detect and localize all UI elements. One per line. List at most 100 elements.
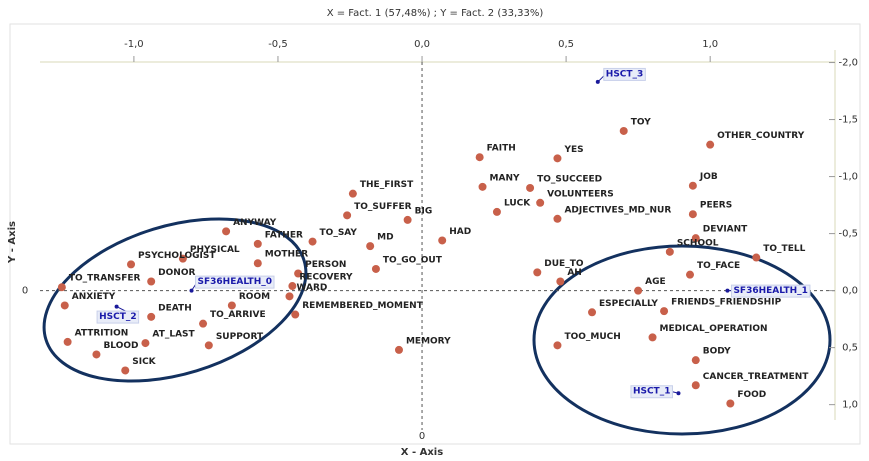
point-label: FATHER [265, 230, 303, 240]
point [536, 198, 545, 207]
x-tick-label: -0,5 [268, 39, 288, 50]
x-tick-label: -1,0 [124, 39, 144, 50]
point-label: THE_FIRST [360, 180, 414, 190]
point-label: TO_GO_OUT [383, 255, 443, 265]
point-label: AH [567, 268, 582, 278]
point [691, 381, 700, 390]
point-label: BLOOD [103, 341, 138, 351]
point-label: REMEMBERED_MOMENT [302, 301, 423, 311]
point-label: VOLUNTEERS [547, 189, 614, 199]
point [57, 283, 66, 292]
point [141, 339, 150, 348]
point [553, 214, 562, 223]
point [492, 207, 501, 216]
cluster-ellipse [42, 217, 308, 383]
point-label: ANYWAY [233, 218, 277, 228]
point [475, 153, 484, 162]
cluster-ellipse [532, 244, 832, 436]
point [178, 254, 187, 263]
point-label: CANCER_TREATMENT [703, 372, 810, 382]
point [556, 277, 565, 286]
point-label: PHYSICAL [190, 245, 240, 255]
point-label: MANY [490, 173, 520, 183]
point [199, 319, 208, 328]
point-label-box [96, 310, 140, 324]
point [147, 277, 156, 286]
point [706, 140, 715, 149]
point [371, 264, 380, 273]
point [726, 399, 735, 408]
zero-label: 0 [419, 431, 425, 442]
point-label: DUE_TO [544, 259, 584, 269]
chart-title: X = Fact. 1 (57,48%) ; Y = Fact. 2 (33,3… [327, 8, 544, 19]
point-label-box [603, 67, 646, 81]
point [147, 312, 156, 321]
point-label: SF36HEALTH_1 [733, 286, 807, 296]
y-tick-label: -2,0 [838, 58, 858, 69]
point [127, 260, 136, 269]
point-label: ROOM [239, 292, 270, 302]
point-label: PERSON [305, 260, 346, 270]
point-label: BIG [415, 206, 433, 216]
point [403, 215, 412, 224]
point-label: YES [563, 145, 583, 155]
point-label: SF36HEALTH_0 [198, 277, 272, 287]
point-label: SCHOOL [677, 238, 719, 248]
point-label: MEDICAL_OPERATION [660, 324, 768, 334]
point-label: HSCT_3 [606, 69, 644, 79]
point [688, 210, 697, 219]
point-label: OTHER_COUNTRY [717, 131, 805, 141]
point-label: LUCK [504, 198, 531, 208]
point-label: AT_LAST [152, 330, 195, 340]
point-label: ANXIETY [72, 292, 116, 302]
point [438, 236, 447, 245]
point-label: JOB [699, 172, 718, 182]
point-label: DEVIANT [703, 225, 748, 235]
y-tick-label: 0,5 [842, 343, 858, 354]
point [227, 301, 236, 310]
point-label: TO_SAY [320, 228, 358, 238]
point [660, 307, 669, 316]
point [553, 154, 562, 163]
point-label: SICK [132, 357, 156, 367]
point-label: TOO_MUCH [564, 332, 620, 342]
point-label: RECOVERY [299, 273, 353, 283]
point-label-box [630, 385, 673, 399]
point [619, 126, 628, 135]
point-label: HSCT_2 [99, 312, 137, 322]
point [204, 341, 213, 350]
point-label: PSYCHOLOGIST [138, 251, 216, 261]
zero-label: 0 [22, 286, 28, 297]
point [691, 356, 700, 365]
point-label-box [730, 284, 811, 298]
point-label: TOY [631, 117, 651, 127]
point [343, 211, 352, 220]
point-label-box [195, 275, 275, 289]
point-label: HAD [449, 227, 471, 237]
point [92, 350, 101, 359]
point [648, 333, 657, 342]
point [253, 259, 262, 268]
plot-frame [9, 23, 861, 445]
point [634, 286, 643, 295]
point-label: BODY [703, 347, 731, 357]
point-label: HSCT_1 [633, 387, 671, 397]
y-tick-label: -1,5 [838, 115, 858, 126]
x-tick-label: 0,5 [558, 39, 574, 50]
point-label: MEMORY [406, 336, 451, 346]
y-axis-title: Y - Axis [7, 221, 18, 264]
point [688, 181, 697, 190]
point-label: DEATH [158, 303, 192, 313]
point [294, 269, 303, 278]
point [553, 341, 562, 350]
point-label: FOOD [737, 390, 766, 400]
point [533, 268, 542, 277]
point-label: TO_SUFFER [354, 202, 412, 212]
point [366, 242, 375, 251]
x-axis-title: X - Axis [401, 447, 443, 458]
point-label: TO_TELL [763, 244, 805, 254]
y-tick-label: 1,0 [842, 400, 858, 411]
point-label: MOTHER [265, 250, 308, 260]
point-label: MD [377, 233, 393, 243]
